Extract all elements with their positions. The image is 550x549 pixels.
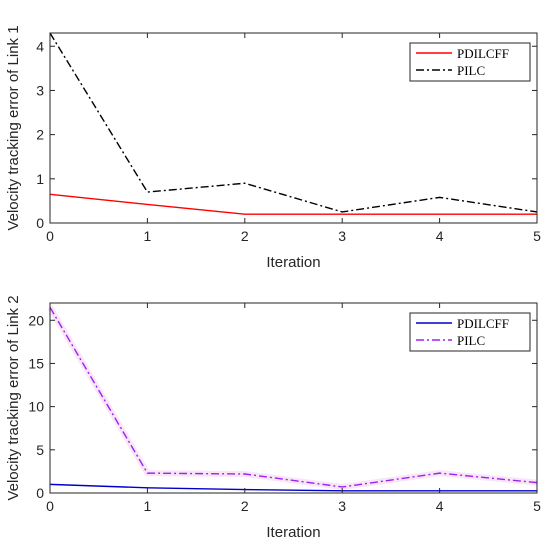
chart1-legend-box xyxy=(409,42,531,82)
chart1-y-tick-label: 4 xyxy=(36,38,44,54)
chart1-x-tick-label: 1 xyxy=(144,228,152,244)
chart1-series-pdilcff xyxy=(49,193,537,215)
chart2-x-tick-label: 1 xyxy=(144,498,152,514)
chart1-series-pilc xyxy=(49,32,538,213)
chart1-x-tick-label: 0 xyxy=(46,228,54,244)
chart1-x-tick-label: 3 xyxy=(338,228,346,244)
chart2: 0 1 2 3 4 5 0 5 10 15 20 Iteration Velocity tracking… xyxy=(5,295,541,541)
chart1: 0 1 2 3 4 5 0 1 2 3 4 Iteration Velocity tracking er… xyxy=(5,25,541,271)
chart1-axes-box xyxy=(49,32,538,224)
chart2-x-axis-label: Iteration xyxy=(266,524,320,541)
chart2-y-tick-label: 5 xyxy=(36,442,44,458)
chart1-y-tick-label: 3 xyxy=(36,82,44,98)
chart1-legend-label-pdilcff: PDILCFF xyxy=(457,46,509,61)
chart1-y-tick-label: 2 xyxy=(36,127,44,143)
chart2-series-pdilcff xyxy=(49,483,537,492)
chart1-y-axis-label: Velocity tracking error of Link 1 xyxy=(5,25,22,230)
chart1-legend: PDILCFF PILC xyxy=(409,42,531,82)
chart2-legend-label-pilc: PILC xyxy=(457,333,485,348)
chart1-x-axis-label: Iteration xyxy=(266,254,320,271)
chart2-x-tick-label: 4 xyxy=(436,498,444,514)
chart2-legend: PDILCFF PILC xyxy=(409,312,531,352)
chart2-x-tick-label: 2 xyxy=(241,498,249,514)
chart2-legend-box xyxy=(409,312,531,352)
chart2-x-tick-label: 5 xyxy=(533,498,541,514)
chart2-y-axis-label: Velocity tracking error of Link 2 xyxy=(5,295,22,500)
chart2-series-pilc xyxy=(49,306,538,488)
chart1-x-tick-label: 4 xyxy=(436,228,444,244)
chart2-y-tick-label: 20 xyxy=(28,312,44,328)
chart2-y-tick-label: 0 xyxy=(36,485,44,501)
chart1-legend-label-pilc: PILC xyxy=(457,63,485,78)
chart1-y-tick-label: 1 xyxy=(36,171,44,187)
chart2-legend-label-pdilcff: PDILCFF xyxy=(457,316,509,331)
chart1-x-tick-label: 5 xyxy=(533,228,541,244)
chart2-x-tick-label: 0 xyxy=(46,498,54,514)
chart2-x-tick-label: 3 xyxy=(338,498,346,514)
chart2-y-tick-label: 10 xyxy=(28,399,44,415)
chart1-y-tick-label: 0 xyxy=(36,215,44,231)
chart2-axes-box xyxy=(49,302,538,494)
chart1-x-tick-label: 2 xyxy=(241,228,249,244)
chart2-y-tick-label: 15 xyxy=(28,355,44,371)
